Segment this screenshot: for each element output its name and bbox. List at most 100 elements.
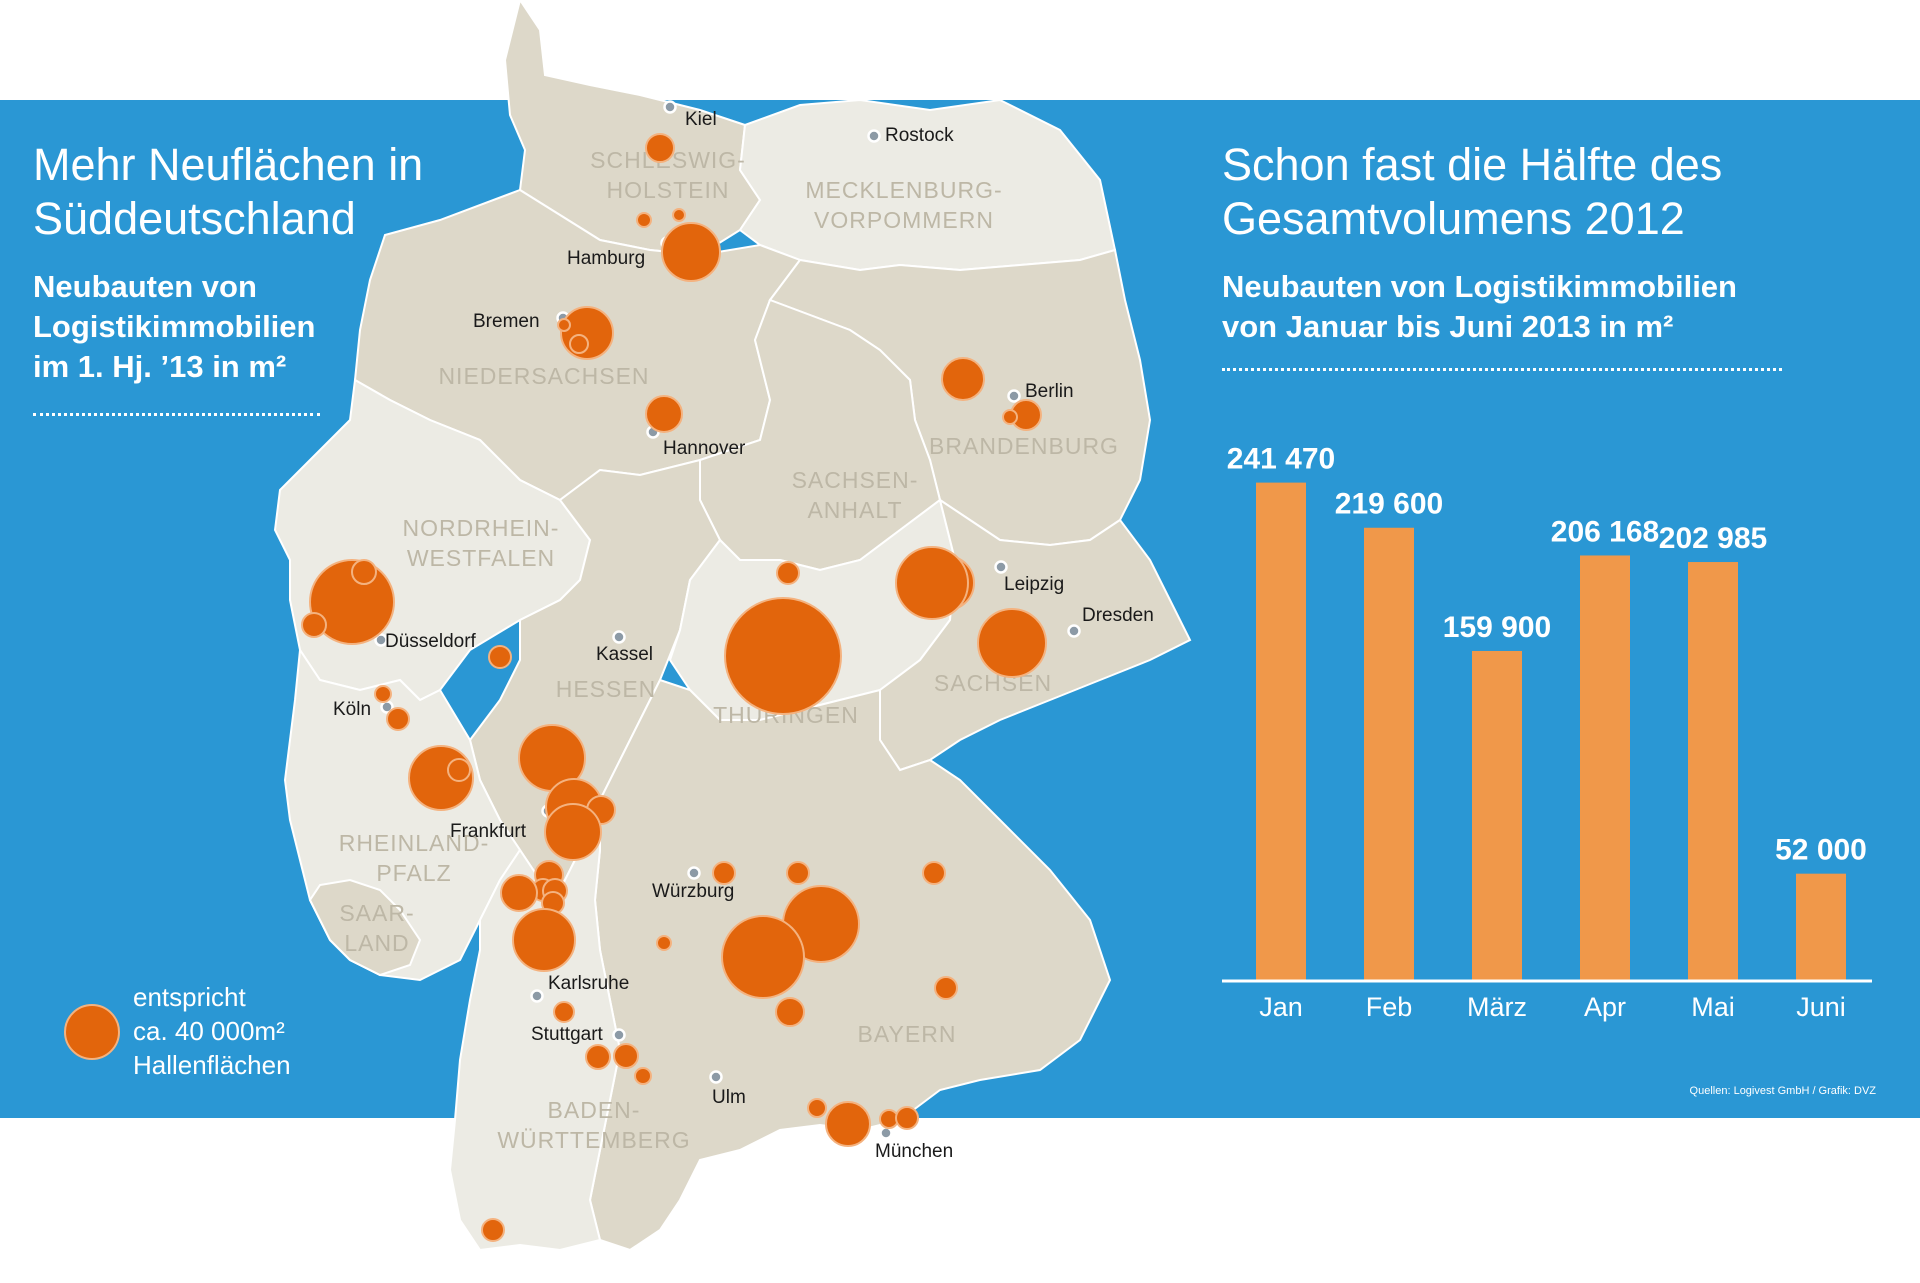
volume-bubble [941,357,985,401]
x-tick-label: Feb [1366,992,1413,1022]
state-label-bw: WÜRTTEMBERG [497,1127,690,1153]
state-label-bw: BADEN- [548,1097,641,1123]
x-axis-labels: Jan Feb März Apr Mai Juni [1259,992,1846,1022]
left-subtitle-line1: Neubauten von [33,269,257,304]
volume-bubble [656,935,672,951]
volume-bubble [636,212,652,228]
volume-bubble [544,803,602,861]
city-label-frankfurt: Frankfurt [450,821,527,842]
state-label-mv: MECKLENBURG- [805,177,1002,203]
state-label-st: ANHALT [807,497,902,523]
volume-bubble [895,1106,919,1130]
volume-bubble [374,685,392,703]
source-credit: Quellen: Logivest GmbH / Grafik: DVZ [1689,1085,1876,1097]
city-marker-leipzig [994,560,1008,574]
bar-märz [1472,650,1522,981]
state-label-he: HESSEN [556,676,657,702]
volume-bubble [724,597,842,715]
state-label-rp: PFALZ [376,860,451,886]
volume-bubble [301,612,327,638]
state-labels: SCHLESWIG-HOLSTEINMECKLENBURG-VORPOMMERN… [339,147,1119,1153]
right-divider [1222,368,1782,371]
state-label-bb: BRANDENBURG [929,433,1119,459]
volume-bubble [488,645,512,669]
state-label-sl: LAND [344,930,409,956]
bar-feb [1364,527,1414,981]
city-label-bremen: Bremen [473,311,540,332]
bar-value-label: 241 470 [1227,443,1335,476]
volume-bubble [672,208,686,222]
volume-bubble [895,546,969,620]
legend-line2: ca. 40 000m² [133,1016,285,1046]
volume-bubble [922,861,946,885]
volume-bubble [977,608,1047,678]
bar-value-label: 202 985 [1659,522,1767,555]
state-label-by: BAYERN [858,1021,957,1047]
volume-bubble [775,997,805,1027]
volume-bubble [351,559,377,585]
right-title-line1: Schon fast die Hälfte des [1222,139,1723,190]
volume-bubble [721,915,805,999]
volume-bubble [712,861,736,885]
volume-bubble [481,1218,505,1242]
right-title-line2: Gesamtvolumens 2012 [1222,193,1685,244]
bar-mai [1688,562,1738,981]
volume-bubble [553,1001,575,1023]
city-label-hamburg: Hamburg [567,248,645,269]
volume-bubble [634,1067,652,1085]
city-label-münchen: München [875,1141,953,1162]
city-label-würzburg: Würzburg [652,881,734,902]
state-area-by [588,678,1112,1252]
volume-bubble [386,707,410,731]
x-tick-label: Jan [1259,992,1303,1022]
city-label-kiel: Kiel [685,109,717,130]
city-label-düsseldorf: Düsseldorf [385,631,477,652]
city-label-berlin: Berlin [1025,381,1074,402]
left-subtitle-line3: im 1. Hj. ’13 in m² [33,349,287,384]
city-marker-würzburg [687,866,701,880]
x-tick-label: Juni [1796,992,1846,1022]
city-marker-berlin [1007,389,1021,403]
volume-bubble [645,133,675,163]
legend-line1: entspricht [133,982,246,1012]
bar-jan [1256,482,1306,981]
volume-bubble [585,1044,611,1070]
bar-value-label: 159 900 [1443,611,1551,644]
left-title-line1: Mehr Neuflächen in [33,139,424,190]
volume-bubble [560,306,614,360]
left-title-line2: Süddeutschland [33,193,356,244]
volume-bubble [512,908,576,972]
city-marker-ulm [709,1070,723,1084]
city-marker-dresden [1067,624,1081,638]
volume-bubble [661,222,721,282]
volume-bubble [613,1043,639,1069]
legend-bubble [64,1004,120,1060]
city-marker-münchen [879,1126,893,1140]
state-label-nw: WESTFALEN [407,545,555,571]
city-label-karlsruhe: Karlsruhe [548,973,629,994]
state-label-sl: SAAR- [339,900,414,926]
volume-bubble [447,758,471,782]
city-marker-karlsruhe [530,989,544,1003]
state-label-sn: SACHSEN [934,670,1052,696]
city-marker-rostock [867,129,881,143]
left-subtitle-line2: Logistikimmobilien [33,309,316,344]
legend-line3: Hallenflächen [133,1050,291,1080]
state-label-nw: NORDRHEIN- [403,515,560,541]
state-label-sh: HOLSTEIN [606,177,729,203]
state-label-ni: NIEDERSACHSEN [438,363,649,389]
city-label-leipzig: Leipzig [1004,574,1064,595]
volume-bubble [645,395,683,433]
city-marker-kiel [663,100,677,114]
city-label-ulm: Ulm [712,1087,746,1108]
volume-bubble [1002,409,1018,425]
state-area-sl [308,878,422,977]
volume-bubble [807,1098,827,1118]
x-tick-label: März [1467,992,1527,1022]
city-label-dresden: Dresden [1082,605,1154,626]
x-tick-label: Apr [1584,992,1626,1022]
city-label-stuttgart: Stuttgart [531,1024,604,1045]
city-marker-kassel [612,630,626,644]
